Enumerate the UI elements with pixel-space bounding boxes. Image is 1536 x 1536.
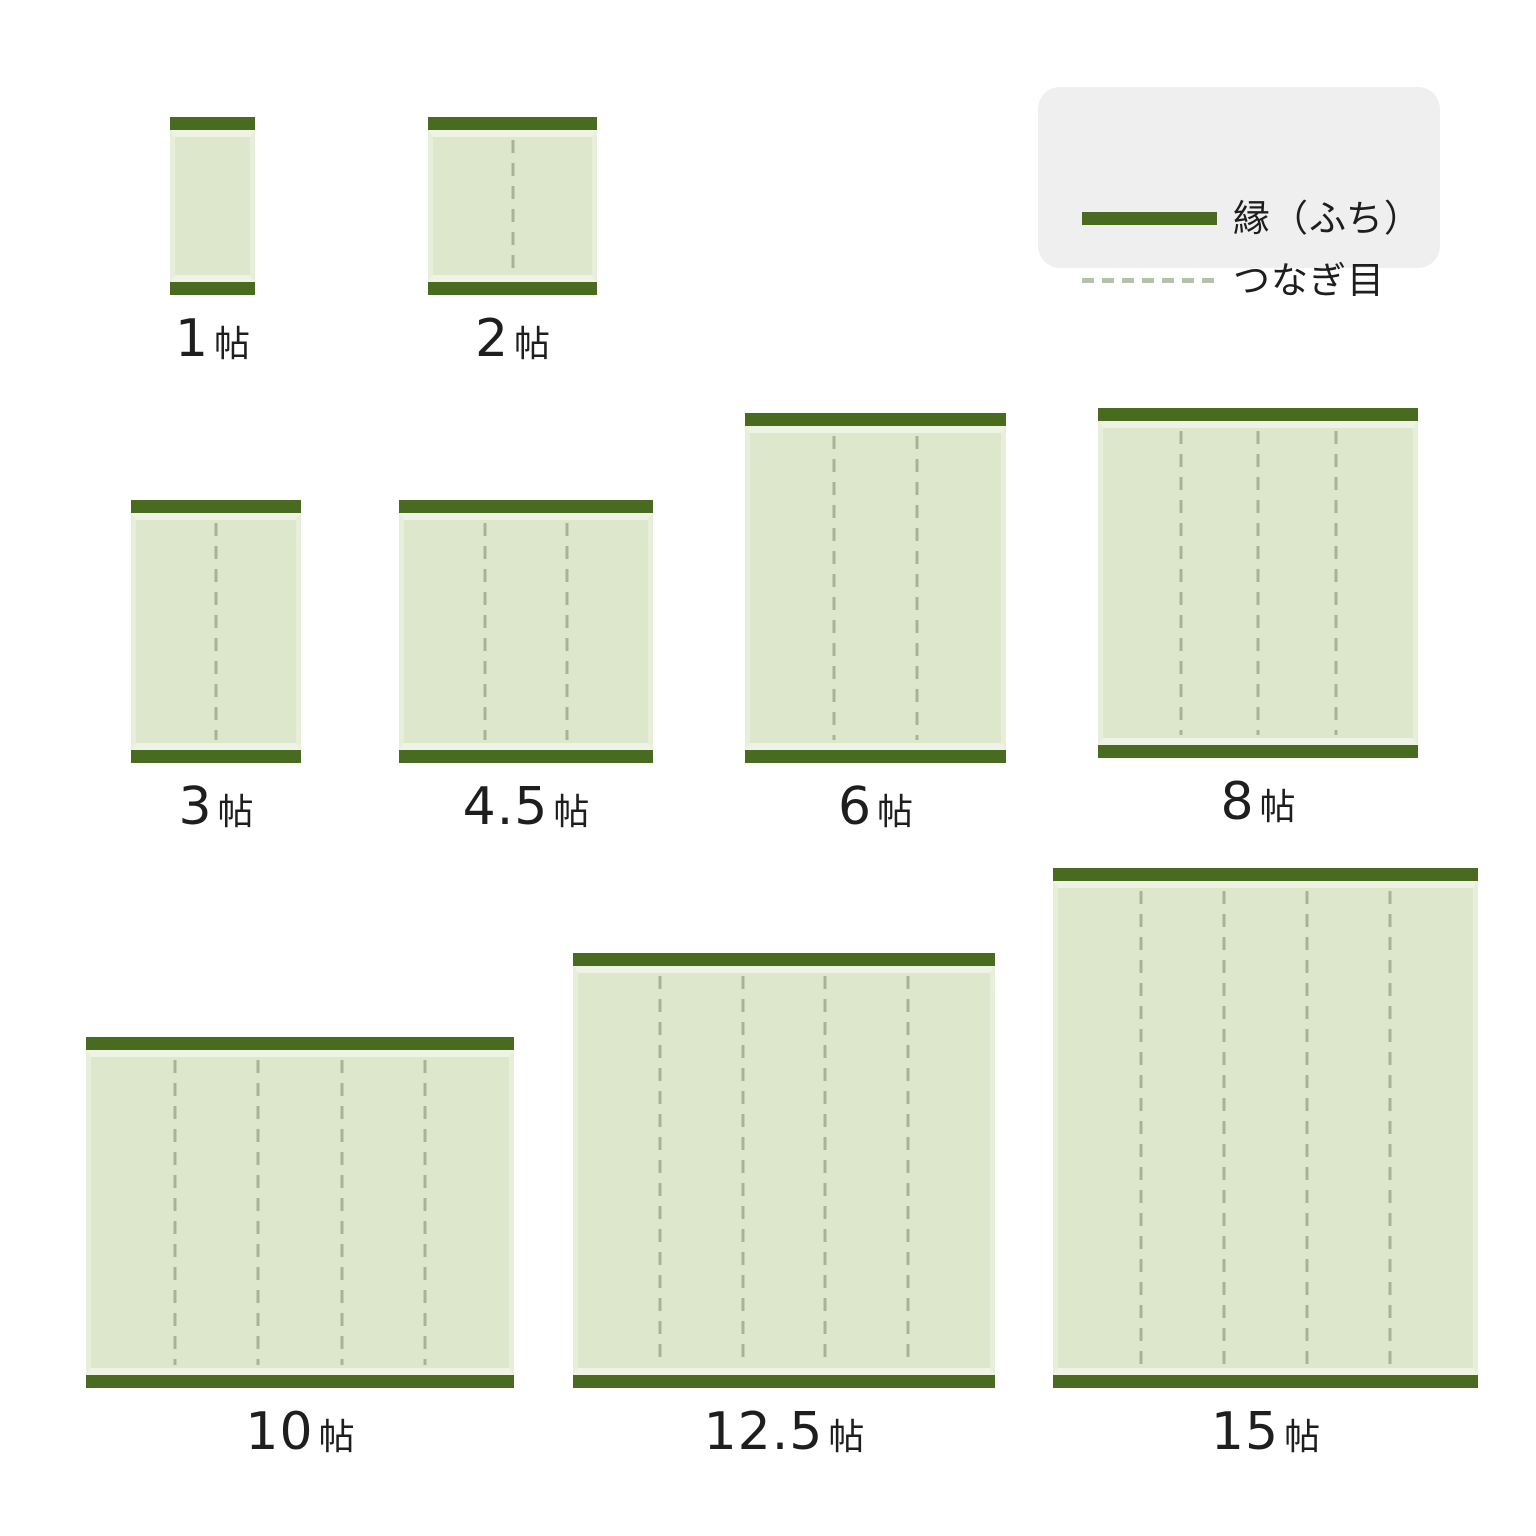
mat-edge-bottom xyxy=(1053,1375,1478,1388)
mat-edge-top xyxy=(745,413,1006,426)
mat-8jo xyxy=(1098,408,1418,758)
mat-seam-line xyxy=(1256,431,1260,735)
legend-label-tsunagime: つなぎ目 xyxy=(1233,258,1385,302)
mat-body xyxy=(170,130,255,282)
mat-edge-top xyxy=(170,117,255,130)
mat-body xyxy=(399,513,653,750)
mat-2jo xyxy=(428,117,597,295)
mat-seam-line xyxy=(511,140,514,272)
mat-edge-bottom xyxy=(428,282,597,295)
legend-box: 縁（ふち） つなぎ目 xyxy=(1038,87,1440,299)
mat-edge-top xyxy=(1053,868,1478,881)
mat-size-unit: 帖 xyxy=(214,324,251,365)
mat-edge-top xyxy=(399,500,653,513)
mat-seam-line xyxy=(565,523,569,740)
mat-size-label: 4.5 帖 xyxy=(463,781,590,833)
mat-3jo xyxy=(131,500,301,763)
mat-edge-top xyxy=(1098,408,1418,421)
mat-seam-line xyxy=(483,523,487,740)
mat-seam-line xyxy=(1139,891,1143,1365)
mat-size-number: 15 xyxy=(1210,1402,1280,1462)
mat-size-number: 6 xyxy=(837,777,873,837)
mat-seam-line xyxy=(1334,431,1337,735)
mat-body xyxy=(573,966,995,1375)
dashed-seam-line-icon xyxy=(1082,277,1217,283)
mat-size-unit: 帖 xyxy=(1259,787,1296,828)
mat-edge-top xyxy=(428,117,597,130)
mat-10jo xyxy=(86,1037,514,1388)
mat-seam-line xyxy=(915,436,919,740)
mat-size-number: 12.5 xyxy=(703,1402,824,1462)
mat-seam-line xyxy=(1222,891,1226,1365)
mat-body xyxy=(131,513,301,750)
mat-size-number: 1 xyxy=(174,309,210,369)
mat-seam-line xyxy=(173,1060,177,1365)
mat-size-label: 12.5 帖 xyxy=(704,1406,865,1458)
mat-15jo xyxy=(1053,868,1478,1388)
mat-size-label: 10 帖 xyxy=(245,1406,354,1458)
mat-seam-line xyxy=(832,436,836,740)
mat-edge-bottom xyxy=(1098,745,1418,758)
mat-size-number: 8 xyxy=(1220,772,1255,832)
legend-label-fuchi: 縁（ふち） xyxy=(1233,196,1422,240)
mat-edge-bottom xyxy=(131,750,301,763)
mat-body xyxy=(428,130,597,282)
mat-edge-bottom xyxy=(170,282,255,295)
mat-edge-bottom xyxy=(399,750,653,763)
mat-edge-bottom xyxy=(86,1375,514,1388)
mat-size-unit: 帖 xyxy=(877,792,914,833)
legend-item-tsunagime: つなぎ目 xyxy=(1082,260,1420,300)
mat-4-5jo xyxy=(399,500,653,763)
mat-edge-top xyxy=(573,953,995,966)
legend-item-fuchi: 縁（ふち） xyxy=(1082,196,1422,240)
mat-edge-top xyxy=(86,1037,514,1050)
mat-body xyxy=(86,1050,514,1375)
mat-seam-line xyxy=(1388,891,1392,1365)
mat-12-5jo xyxy=(573,953,995,1388)
mat-seam-line xyxy=(1305,891,1309,1365)
mat-6jo xyxy=(745,413,1006,763)
mat-edge-top xyxy=(131,500,301,513)
mat-body xyxy=(1053,881,1478,1375)
mat-1jo xyxy=(170,117,255,295)
mat-seam-line xyxy=(214,523,218,740)
mat-body xyxy=(745,426,1006,750)
mat-seam-line xyxy=(823,976,827,1365)
solid-edge-line-icon xyxy=(1082,211,1217,225)
mat-size-label: 15 帖 xyxy=(1211,1406,1320,1458)
mat-seam-line xyxy=(1179,431,1182,735)
mat-size-number: 10 xyxy=(245,1402,314,1462)
mat-size-unit: 帖 xyxy=(1284,1417,1321,1458)
mat-size-unit: 帖 xyxy=(828,1417,865,1458)
mat-size-number: 2 xyxy=(474,309,510,369)
mat-size-number: 4.5 xyxy=(462,777,549,837)
mat-size-unit: 帖 xyxy=(553,792,590,833)
mat-edge-bottom xyxy=(573,1375,995,1388)
mat-seam-line xyxy=(741,976,745,1365)
mat-seam-line xyxy=(906,976,910,1365)
mat-size-unit: 帖 xyxy=(514,324,551,365)
mat-seam-line xyxy=(658,976,662,1365)
mat-seam-line xyxy=(340,1060,344,1365)
mat-size-unit: 帖 xyxy=(217,792,254,833)
mat-body xyxy=(1098,421,1418,745)
mat-size-number: 3 xyxy=(178,777,213,837)
mat-edge-bottom xyxy=(745,750,1006,763)
mat-size-unit: 帖 xyxy=(318,1417,355,1458)
mat-seam-line xyxy=(423,1060,427,1365)
mat-seam-line xyxy=(256,1060,260,1365)
